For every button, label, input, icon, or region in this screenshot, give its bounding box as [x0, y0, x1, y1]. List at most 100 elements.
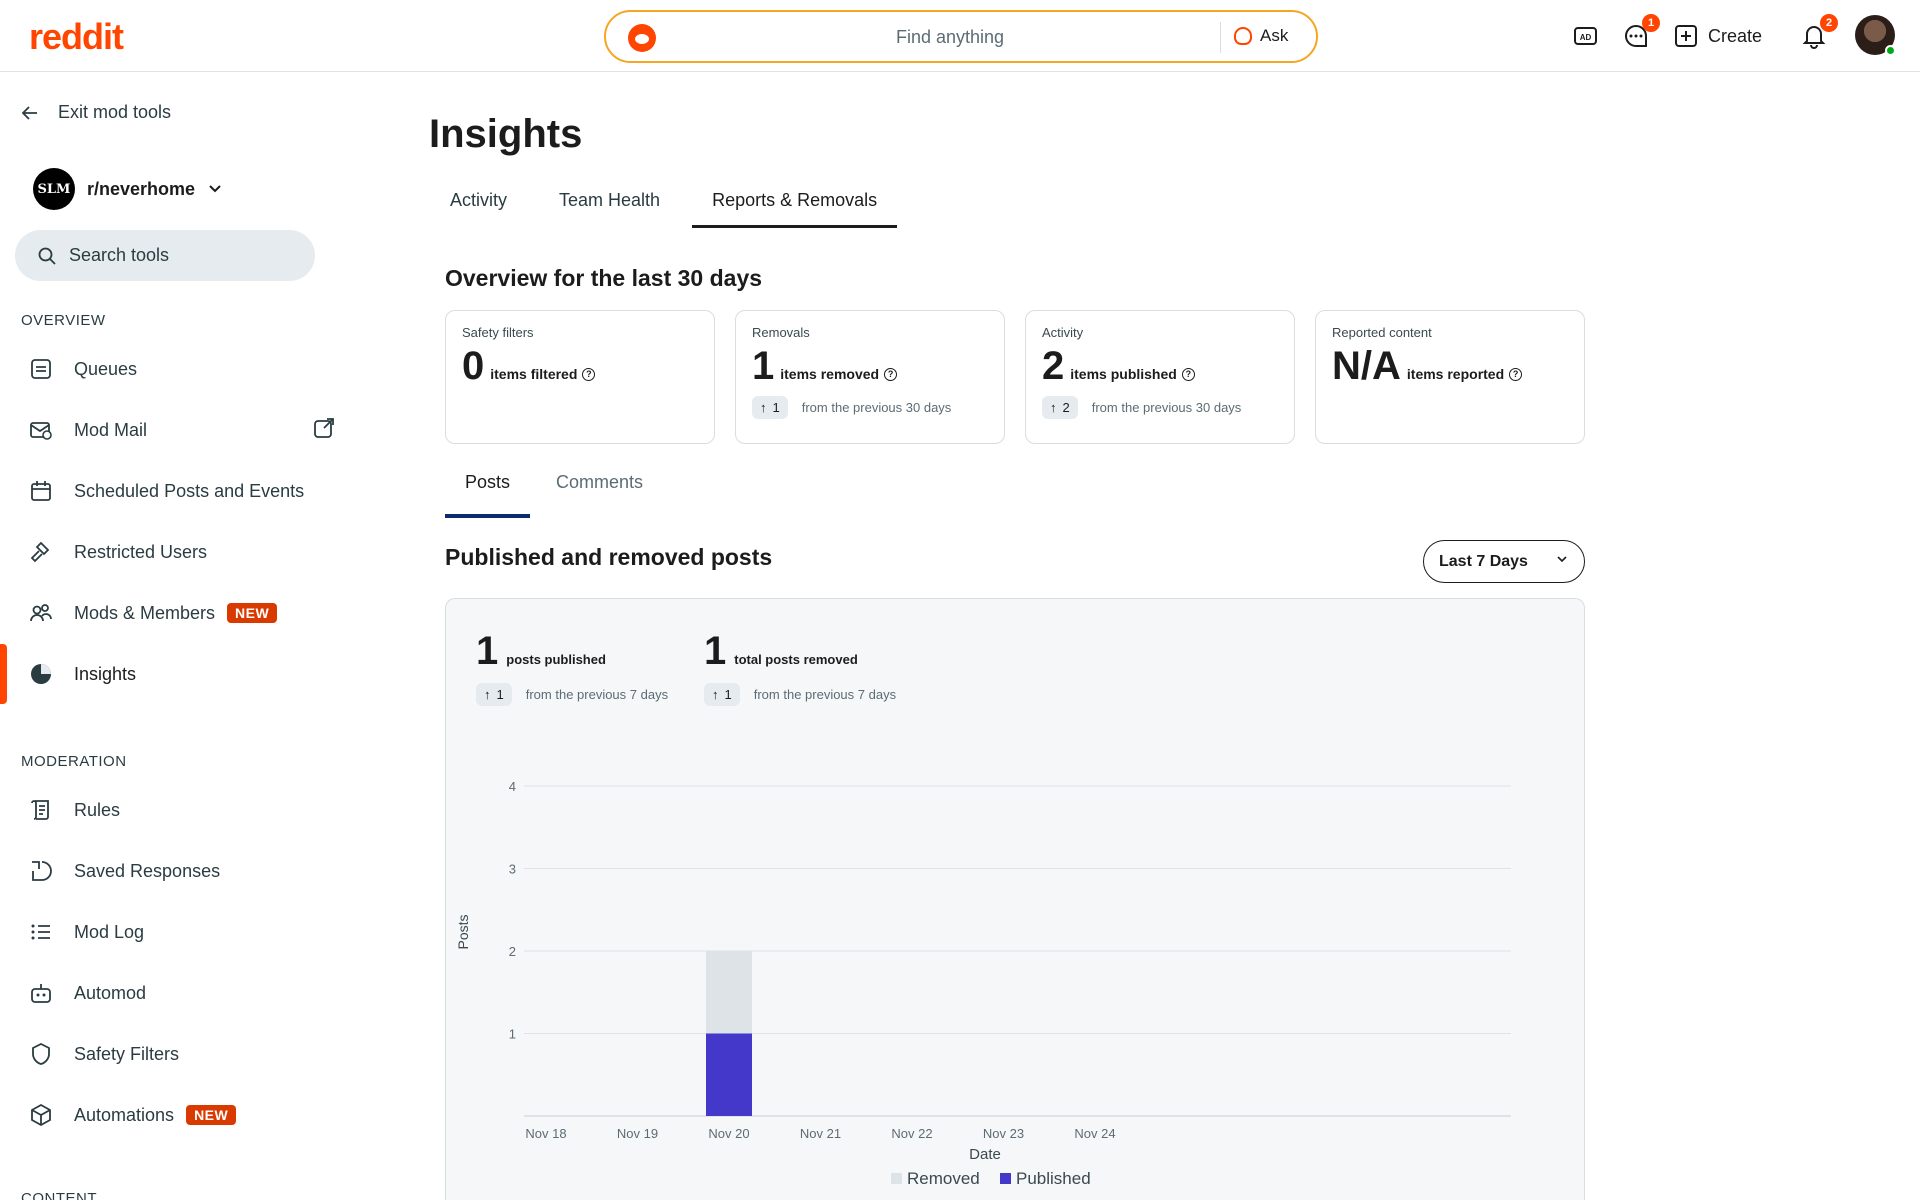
- date-range-select[interactable]: Last 7 Days: [1423, 540, 1585, 583]
- sidebar-item-label: Queues: [74, 358, 138, 379]
- sidebar-item-queues[interactable]: Queues: [0, 344, 360, 394]
- sidebar-item-label: Safety Filters: [74, 1043, 180, 1064]
- sidebar-item-label: Rules: [74, 799, 121, 820]
- sidebar-item-safety-filters[interactable]: Safety Filters: [0, 1029, 360, 1079]
- delta-chip: ↑ 1: [752, 396, 788, 419]
- delta-chip: ↑ 1: [704, 683, 740, 706]
- card-value: 2: [1042, 344, 1065, 388]
- card-unit: items removed: [780, 366, 880, 382]
- bell-icon: [1802, 26, 1826, 49]
- tab-activity[interactable]: Activity: [450, 190, 508, 210]
- online-indicator: [1885, 45, 1896, 56]
- sidebar-item-mods-members[interactable]: Mods & Members NEW: [0, 588, 360, 638]
- bar-removed: [706, 951, 752, 1034]
- search-tools-placeholder: Search tools: [69, 245, 170, 265]
- search-icon: [38, 247, 56, 265]
- stat-unit: posts published: [506, 652, 606, 667]
- sidebar-item-label: Saved Responses: [74, 860, 221, 881]
- user-avatar[interactable]: [1855, 15, 1896, 56]
- notifications-button[interactable]: 2: [1800, 14, 1838, 50]
- sidebar-item-label: Insights: [74, 663, 137, 684]
- overview-title: Overview for the last 30 days: [445, 265, 763, 291]
- svg-text:AD: AD: [1580, 33, 1592, 42]
- card-label: Removals: [752, 325, 810, 340]
- sidebar-item-restricted-users[interactable]: Restricted Users: [0, 527, 360, 577]
- rules-icon: [28, 797, 54, 823]
- x-tick-label: Nov 20: [708, 1126, 749, 1141]
- help-icon[interactable]: ?: [884, 367, 898, 381]
- search-divider: [1220, 22, 1221, 53]
- sidebar-item-rules[interactable]: Rules: [0, 785, 360, 835]
- chart-section-title: Published and removed posts: [445, 544, 773, 570]
- content-type-tabs: Posts Comments: [445, 460, 669, 518]
- card-label: Reported content: [1332, 325, 1432, 340]
- card-value: 0: [462, 344, 485, 388]
- stat-unit: total posts removed: [734, 652, 858, 667]
- card-reported-content: Reported content N/A items reported?: [1315, 310, 1585, 444]
- delta-chip: ↑ 2: [1042, 396, 1078, 419]
- subreddit-name: r/neverhome: [87, 178, 196, 199]
- tab-reports-removals[interactable]: Reports & Removals: [692, 172, 898, 228]
- card-unit: items published: [1070, 366, 1177, 382]
- overview-cards: Safety filters 0 items filtered? Removal…: [445, 310, 1585, 444]
- delta-chip: ↑ 1: [476, 683, 512, 706]
- plus-icon: [1675, 25, 1697, 47]
- external-link-icon[interactable]: [312, 416, 336, 445]
- bot-icon: [28, 980, 54, 1006]
- x-tick-label: Nov 18: [525, 1126, 566, 1141]
- mail-icon: [28, 417, 54, 443]
- subreddit-switcher[interactable]: SLM r/neverhome: [33, 168, 223, 210]
- tab-team-health[interactable]: Team Health: [559, 190, 661, 210]
- exit-label: Exit mod tools: [58, 102, 172, 122]
- sidebar-item-automod[interactable]: Automod: [0, 968, 360, 1018]
- search-input[interactable]: Find anything: [896, 27, 1005, 47]
- overview-section-label: OVERVIEW: [21, 312, 106, 329]
- page-title: Insights: [429, 112, 583, 156]
- exit-mod-tools-link[interactable]: Exit mod tools: [20, 102, 171, 123]
- content-section-label: CONTENT: [21, 1190, 97, 1200]
- arrow-up-icon: ↑: [484, 687, 491, 702]
- tab-comments[interactable]: Comments: [556, 472, 644, 492]
- card-activity: Activity 2 items published? ↑ 2 from the …: [1025, 310, 1295, 444]
- sidebar-item-scheduled-posts[interactable]: Scheduled Posts and Events: [0, 466, 360, 516]
- bar-published: [706, 1033, 752, 1116]
- hammer-icon: [28, 539, 54, 565]
- advertise-button[interactable]: AD: [1572, 22, 1600, 50]
- sidebar-item-mod-log[interactable]: Mod Log: [0, 907, 360, 957]
- help-icon[interactable]: ?: [582, 367, 596, 381]
- queue-icon: [28, 356, 54, 382]
- search-tools-input[interactable]: Search tools: [15, 230, 315, 281]
- help-icon[interactable]: ?: [1181, 367, 1195, 381]
- sidebar-item-insights[interactable]: Insights: [0, 649, 360, 699]
- new-badge: NEW: [227, 603, 278, 623]
- card-value: 1: [752, 344, 775, 388]
- insights-tabs: Activity Team Health Reports & Removals: [430, 172, 909, 230]
- card-value: N/A: [1332, 344, 1401, 388]
- x-tick-label: Nov 22: [891, 1126, 932, 1141]
- reddit-logo[interactable]: reddit: [29, 16, 124, 57]
- sidebar-item-automations[interactable]: Automations NEW: [0, 1090, 360, 1140]
- legend-swatch-published: [1000, 1173, 1011, 1184]
- sidebar-item-saved-responses[interactable]: Saved Responses: [0, 846, 360, 896]
- sidebar-item-label: Mod Log: [74, 921, 145, 942]
- sidebar-item-label: Mods & Members: [74, 602, 216, 623]
- create-button[interactable]: Create: [1674, 22, 1762, 50]
- card-safety-filters: Safety filters 0 items filtered?: [445, 310, 715, 444]
- chat-button[interactable]: 1: [1622, 14, 1660, 50]
- x-tick-label: Nov 21: [800, 1126, 841, 1141]
- y-tick-label: 2: [509, 944, 516, 959]
- main-content: Insights Activity Team Health Reports & …: [360, 72, 1920, 1200]
- global-search-bar[interactable]: Find anything Ask: [604, 10, 1318, 63]
- snoo-icon: [628, 24, 656, 52]
- members-icon: [28, 600, 54, 626]
- moderation-section-label: MODERATION: [21, 753, 127, 770]
- ask-button[interactable]: Ask: [1234, 26, 1288, 46]
- sidebar-item-mod-mail[interactable]: Mod Mail: [0, 405, 360, 455]
- sidebar-item-label: Scheduled Posts and Events: [74, 480, 305, 501]
- help-icon[interactable]: ?: [1509, 367, 1523, 381]
- tab-posts[interactable]: Posts: [445, 460, 531, 518]
- delta-value: 1: [496, 687, 504, 702]
- create-label: Create: [1708, 25, 1763, 46]
- delta-text: from the previous 7 days: [753, 687, 897, 702]
- chat-badge: 1: [1642, 14, 1660, 32]
